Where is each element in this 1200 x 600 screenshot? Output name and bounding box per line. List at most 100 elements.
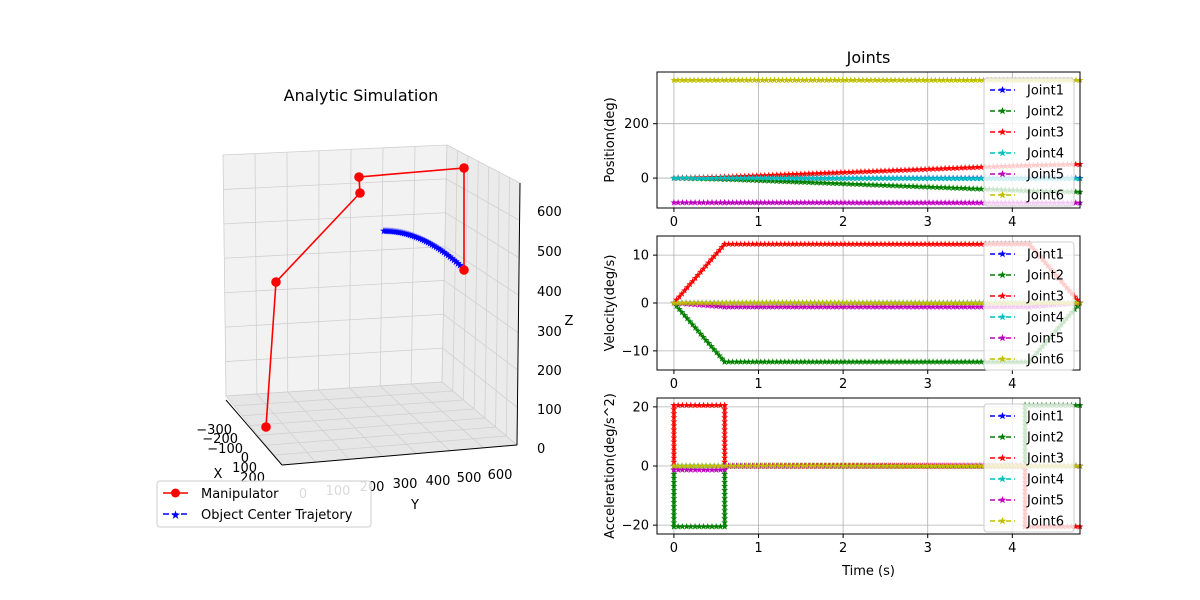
legend-label: Joint2 — [1026, 269, 1064, 284]
data-point — [873, 303, 881, 310]
legend-marker — [998, 313, 1007, 321]
data-point — [933, 165, 941, 172]
data-point — [700, 198, 707, 206]
data-point — [905, 240, 913, 248]
y-tick-label: 0 — [641, 297, 649, 312]
data-point — [795, 299, 802, 306]
data-point — [939, 299, 947, 306]
subplot-legend: Joint1 Joint2 Joint3 Joint4 Joint5 Joint6 — [983, 77, 1075, 207]
data-point — [803, 462, 811, 469]
data-point — [889, 240, 897, 248]
data-point — [746, 299, 754, 306]
data-point — [683, 401, 691, 409]
data-point — [879, 76, 887, 84]
data-point — [941, 199, 949, 206]
data-point — [921, 240, 929, 248]
data-point — [708, 523, 716, 530]
data-point — [953, 199, 961, 206]
data-point — [678, 308, 686, 316]
data-point — [911, 76, 919, 84]
axes-frame — [656, 235, 1081, 371]
data-point — [976, 76, 983, 84]
data-point — [939, 76, 947, 84]
trajectory-marker — [420, 236, 428, 244]
data-point — [779, 462, 786, 469]
joints-subplots: 0 1 2 3 40200Joint1Joint2Joint3Joint4Joint5J… — [603, 48, 1084, 579]
data-point — [765, 174, 773, 182]
data-point — [933, 174, 941, 182]
data-point — [921, 199, 929, 206]
manipulator-joint-marker — [459, 163, 469, 173]
data-point — [972, 299, 979, 306]
legend-label: Joint5 — [1026, 332, 1064, 347]
data-point — [901, 166, 909, 173]
data-point — [741, 303, 749, 310]
data-point — [951, 76, 959, 84]
data-point — [873, 181, 881, 188]
data-point — [925, 240, 933, 248]
data-point — [949, 174, 957, 182]
data-point — [769, 358, 777, 365]
data-point — [879, 299, 887, 306]
data-point — [891, 76, 899, 84]
z-tick-label: 0 — [537, 442, 545, 457]
data-point — [673, 296, 681, 303]
x-tick-label: 100 — [232, 461, 257, 476]
x-axis-tick-labels: −300 −200 −100 0 100 200 — [196, 423, 265, 486]
data-point — [927, 462, 935, 469]
gridline — [379, 147, 384, 387]
data-point — [817, 199, 825, 206]
data-point — [945, 358, 953, 365]
data-point — [704, 466, 712, 473]
data-point — [805, 178, 813, 186]
data-point — [670, 421, 678, 429]
z-tick-label: 500 — [537, 245, 562, 260]
data-point — [937, 240, 945, 248]
data-point — [861, 174, 869, 182]
data-point — [889, 166, 897, 174]
data-point — [769, 240, 777, 248]
data-point — [717, 174, 724, 181]
data-point — [873, 174, 881, 182]
data-point — [941, 174, 949, 182]
data-point — [980, 76, 987, 84]
data-point — [825, 240, 833, 248]
data-point — [957, 184, 965, 192]
data-point — [921, 174, 929, 182]
data-point — [959, 462, 967, 469]
data-point — [681, 311, 689, 319]
data-point — [725, 358, 733, 365]
trajectory-marker — [434, 244, 442, 252]
data-point — [919, 76, 927, 84]
data-point — [915, 462, 923, 469]
data-point — [961, 199, 969, 206]
data-point — [678, 174, 686, 181]
data-point — [815, 462, 823, 469]
data-point — [855, 299, 863, 306]
gridline — [442, 347, 518, 408]
legend-label: Joint1 — [1026, 248, 1064, 263]
data-point — [905, 358, 913, 365]
data-point — [875, 76, 883, 84]
trajectory-marker — [442, 249, 450, 258]
legend-marker — [998, 191, 1007, 199]
data-point — [704, 198, 712, 206]
data-point — [881, 167, 889, 174]
data-point — [670, 409, 678, 417]
data-point — [733, 358, 741, 365]
data-point — [885, 303, 893, 310]
data-point — [879, 462, 887, 469]
z-axis-tick-labels: 0 100 200 300 400 500 600 — [537, 205, 562, 457]
data-point — [777, 303, 785, 310]
data-point — [670, 174, 678, 181]
data-point — [885, 199, 893, 206]
data-point — [909, 358, 917, 365]
data-point — [941, 240, 949, 248]
data-point — [721, 401, 729, 409]
data-point — [779, 76, 786, 84]
data-point — [758, 299, 766, 306]
data-point — [929, 183, 937, 191]
legend-marker — [998, 86, 1007, 94]
data-point — [708, 466, 716, 473]
data-point — [670, 430, 678, 437]
